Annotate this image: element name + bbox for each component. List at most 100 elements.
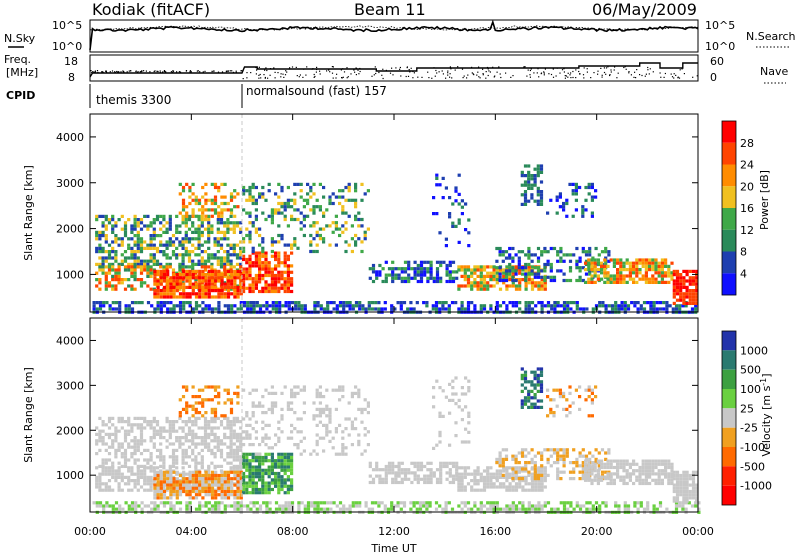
- heatmap-cell: [290, 452, 294, 456]
- heatmap-cell: [107, 466, 112, 470]
- heatmap-cell: [184, 472, 188, 476]
- heatmap-cell: [194, 246, 198, 250]
- heatmap-cell: [114, 301, 119, 305]
- heatmap-cell: [296, 430, 300, 434]
- heatmap-cell: [457, 485, 461, 489]
- heatmap-cell: [191, 436, 195, 440]
- heatmap-cell: [153, 473, 157, 478]
- heatmap-cell: [331, 192, 335, 196]
- heatmap-cell: [354, 391, 358, 395]
- heatmap-cell: [498, 278, 502, 283]
- heatmap-cell: [232, 227, 236, 231]
- heatmap-cell: [399, 304, 403, 308]
- heatmap-cell: [204, 489, 208, 494]
- heatmap-cell: [111, 439, 115, 443]
- heatmap-cell: [226, 271, 230, 275]
- heatmap-cell: [261, 481, 265, 485]
- heatmap-cell: [153, 507, 157, 511]
- heatmap-cell: [255, 304, 259, 308]
- heatmap-cell: [207, 445, 211, 449]
- heatmap-cell: [335, 307, 339, 311]
- heatmap-cell: [219, 452, 224, 456]
- heatmap-cell: [191, 429, 195, 433]
- heatmap-cell: [639, 304, 643, 308]
- heatmap-cell: [312, 417, 316, 421]
- heatmap-cell: [207, 265, 211, 269]
- heatmap-cell: [447, 307, 451, 311]
- heatmap-cell: [258, 307, 263, 311]
- nave-dot: [267, 77, 269, 79]
- heatmap-cell: [159, 493, 163, 497]
- heatmap-cell: [572, 301, 576, 305]
- heatmap-cell: [460, 479, 464, 483]
- heatmap-cell: [473, 504, 477, 508]
- heatmap-cell: [204, 201, 208, 206]
- heatmap-cell: [114, 237, 118, 241]
- heatmap-cell: [114, 284, 118, 288]
- heatmap-cell: [149, 240, 153, 244]
- heatmap-cell: [334, 427, 338, 431]
- heatmap-cell: [299, 417, 303, 421]
- heatmap-cell: [204, 304, 208, 308]
- nave-dot: [649, 68, 651, 70]
- heatmap-cell: [213, 466, 217, 470]
- heatmap-cell: [101, 423, 105, 427]
- heatmap-cell: [204, 182, 208, 186]
- heatmap-cell: [403, 260, 408, 264]
- nave-dot: [332, 77, 334, 79]
- heatmap-cell: [326, 501, 330, 505]
- heatmap-cell: [297, 501, 301, 505]
- heatmap-cell: [136, 259, 140, 263]
- heatmap-cell: [258, 233, 262, 238]
- nave-dot: [170, 71, 172, 73]
- heatmap-cell: [187, 482, 192, 486]
- heatmap-cell: [188, 493, 192, 497]
- heatmap-cell: [508, 256, 512, 260]
- heatmap-cell: [162, 243, 166, 247]
- heatmap-cell: [159, 307, 163, 311]
- heatmap-cell: [543, 246, 547, 251]
- heatmap-cell: [133, 287, 137, 291]
- heatmap-cell: [378, 270, 382, 274]
- nave-dot: [544, 68, 546, 70]
- nave-dot: [385, 69, 387, 71]
- nave-dot: [319, 73, 321, 75]
- heatmap-cell: [518, 287, 522, 291]
- heatmap-cell: [245, 227, 249, 231]
- heatmap-cell: [536, 275, 541, 279]
- heatmap-cell: [200, 218, 204, 222]
- heatmap-cell: [470, 485, 474, 489]
- heatmap-cell: [664, 261, 668, 265]
- heatmap-cell: [162, 250, 166, 254]
- heatmap-cell: [495, 268, 499, 272]
- nave-dot: [543, 74, 545, 76]
- heatmap-cell: [318, 436, 322, 440]
- heatmap-cell: [187, 214, 192, 218]
- heatmap-cell: [114, 278, 118, 282]
- heatmap-cell: [435, 212, 439, 216]
- heatmap-cell: [229, 407, 234, 411]
- heatmap-cell: [635, 264, 639, 268]
- heatmap-cell: [590, 280, 594, 284]
- heatmap-cell: [120, 445, 124, 449]
- heatmap-cell: [207, 285, 211, 289]
- heatmap-cell: [198, 295, 202, 299]
- heatmap-cell: [178, 426, 182, 430]
- heatmap-cell: [178, 230, 182, 234]
- heatmap-cell: [380, 501, 384, 505]
- heatmap-cell: [270, 237, 274, 241]
- heatmap-cell: [254, 261, 258, 265]
- heatmap-cell: [203, 259, 208, 263]
- heatmap-cell: [303, 504, 307, 508]
- heatmap-cell: [175, 448, 179, 452]
- heatmap-cell: [175, 477, 179, 481]
- heatmap-cell: [520, 272, 525, 276]
- heatmap-cell: [187, 445, 192, 449]
- heatmap-cell: [201, 398, 205, 402]
- heatmap-cell: [277, 436, 281, 440]
- heatmap-cell: [498, 287, 503, 291]
- heatmap-cell: [210, 385, 214, 389]
- heatmap-cell: [325, 414, 329, 418]
- heatmap-cell: [127, 218, 131, 222]
- heatmap-cell: [315, 233, 319, 238]
